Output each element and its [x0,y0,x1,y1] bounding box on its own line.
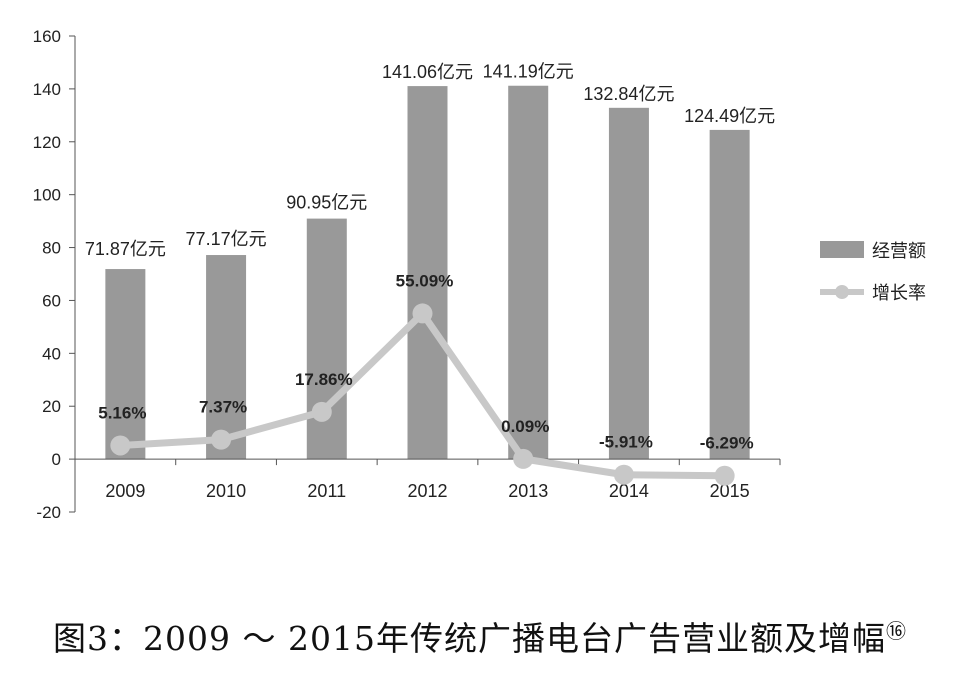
growth-data-label: 17.86% [295,370,353,389]
growth-point [311,401,332,422]
bar-data-label: 90.95亿元 [286,193,367,213]
y-tick-label: 60 [42,291,61,310]
caption-text: 图3：2009 ～ 2015年传统广播电台广告营业额及增幅 [53,619,886,658]
y-tick-label: -20 [36,503,61,522]
bar [709,129,750,460]
bar [608,107,649,460]
y-tick-label: 40 [42,344,61,363]
x-tick-label: 2012 [407,481,447,501]
legend-bar-label: 经营额 [872,241,926,261]
growth-data-label: 55.09% [396,271,454,290]
growth-data-label: -6.29% [700,434,754,453]
growth-data-label: 7.37% [199,398,247,417]
x-tick-label: 2011 [307,481,346,501]
y-tick-label: 100 [33,186,61,205]
bar [306,218,347,460]
growth-point [613,464,634,485]
x-tick-label: 2009 [105,481,145,501]
y-tick-label: 0 [52,450,61,469]
growth-data-label: -5.91% [599,433,653,452]
y-tick-label: 20 [42,397,61,416]
bar [206,255,247,460]
growth-point [110,435,131,456]
chart: -20 0 20 40 60 80 100 120 140 160 2009 2010 2011 2012… [33,27,926,522]
growth-point [513,448,534,469]
y-tick-label: 80 [42,239,61,258]
x-tick-label: 2015 [710,481,750,501]
legend-line-label: 增长率 [872,283,926,303]
growth-point [211,429,232,450]
x-tick-label: 2010 [206,481,246,501]
bar-data-label: 141.19亿元 [483,62,574,82]
figure-caption: 图3：2009 ～ 2015年传统广播电台广告营业额及增幅⑯ [0,612,960,660]
y-tick-label: 140 [33,80,61,99]
bar [105,269,146,460]
legend-line-marker [835,285,849,299]
bar-data-label: 71.87亿元 [85,239,166,259]
growth-point [412,303,433,324]
growth-data-label: 5.16% [98,403,146,422]
x-tick-label: 2013 [508,481,548,501]
y-tick-label: 120 [33,133,61,152]
bar-data-label: 77.17亿元 [186,229,267,249]
growth-point [714,465,735,486]
growth-data-label: 0.09% [501,417,549,436]
x-tick-label: 2014 [609,481,649,501]
y-tick-label: 160 [33,27,61,46]
footnote-marker: ⑯ [885,619,907,643]
bar-data-label: 132.84亿元 [583,84,674,104]
bar-data-label: 141.06亿元 [382,62,473,82]
bar [407,86,448,460]
legend-bar-swatch [820,241,864,258]
bar [508,85,549,460]
bar-data-label: 124.49亿元 [684,106,775,126]
